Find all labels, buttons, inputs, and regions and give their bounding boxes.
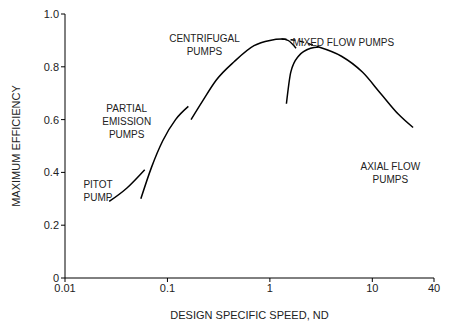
svg-text:DESIGN SPECIFIC SPEED, ND: DESIGN SPECIFIC SPEED, ND: [170, 309, 328, 321]
svg-text:0.2: 0.2: [44, 219, 59, 231]
svg-text:0.1: 0.1: [160, 282, 175, 294]
svg-text:MIXED FLOW PUMPS: MIXED FLOW PUMPS: [292, 37, 394, 48]
svg-text:PITOTPUMP: PITOTPUMP: [83, 179, 112, 203]
svg-text:0.6: 0.6: [44, 114, 59, 126]
svg-text:0.01: 0.01: [54, 281, 76, 294]
svg-text:0.8: 0.8: [44, 61, 59, 73]
svg-text:PARTIALEMISSIONPUMPS: PARTIALEMISSIONPUMPS: [102, 103, 151, 140]
svg-text:40: 40: [428, 282, 440, 294]
svg-text:10: 10: [366, 282, 378, 294]
svg-text:MAXIMUM EFFICIENCY: MAXIMUM EFFICIENCY: [10, 85, 22, 207]
svg-text:1: 1: [267, 282, 273, 294]
svg-text:1.0: 1.0: [44, 8, 59, 20]
svg-text:AXIAL FLOWPUMPS: AXIAL FLOWPUMPS: [361, 161, 421, 185]
svg-text:0.4: 0.4: [44, 166, 59, 178]
svg-text:0: 0: [53, 272, 59, 284]
svg-text:CENTRIFUGALPUMPS: CENTRIFUGALPUMPS: [169, 33, 240, 57]
